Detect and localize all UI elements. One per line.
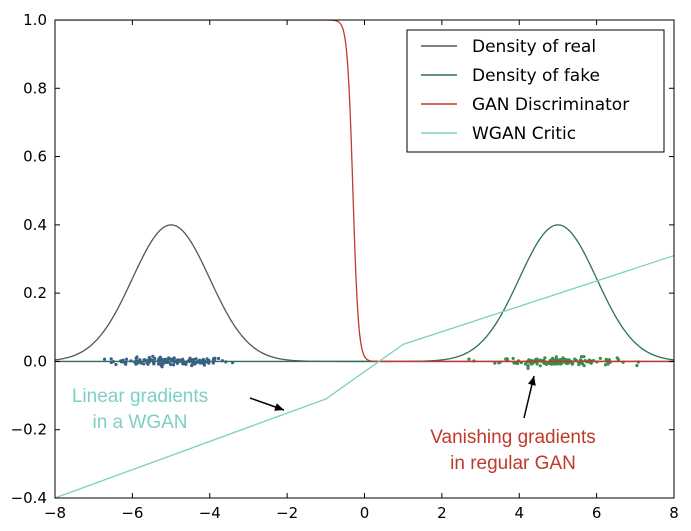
annotation-linear-gradients: in a WGAN xyxy=(92,412,187,433)
sample-point-fake xyxy=(535,357,539,361)
x-tick-label: 2 xyxy=(437,504,447,522)
sample-point-fake xyxy=(579,355,583,359)
sample-point-real xyxy=(147,355,151,360)
sample-point-fake xyxy=(573,357,577,361)
sample-point-real xyxy=(124,362,128,366)
sample-point-real xyxy=(142,358,146,362)
y-tick-label: 0.4 xyxy=(23,216,47,234)
x-tick-label: 8 xyxy=(669,504,679,522)
sample-point-fake xyxy=(598,356,602,360)
x-tick-label: −6 xyxy=(121,504,143,522)
x-tick-label: 4 xyxy=(514,504,524,522)
sample-point-real xyxy=(151,354,155,358)
annotation-vanishing-gradients: Vanishing gradients xyxy=(430,427,595,448)
sample-point-real xyxy=(169,362,173,367)
y-tick-label: 0.0 xyxy=(23,352,47,370)
sample-point-real xyxy=(182,361,187,365)
x-tick-label: −2 xyxy=(276,504,298,522)
sample-point-fake xyxy=(493,361,497,365)
sample-point-real xyxy=(124,357,129,361)
sample-point-real xyxy=(136,361,140,365)
y-tick-label: 1.0 xyxy=(23,11,47,29)
sample-point-real xyxy=(161,362,165,366)
sample-point-fake xyxy=(603,363,608,367)
sample-point-fake xyxy=(561,356,565,360)
annotation-linear-gradients: Linear gradients xyxy=(72,386,208,407)
sample-point-fake xyxy=(571,361,575,365)
sample-point-real xyxy=(190,362,195,366)
sample-point-fake xyxy=(511,356,515,361)
x-tick-label: −4 xyxy=(199,504,221,522)
sample-point-fake xyxy=(523,362,528,366)
sample-point-fake xyxy=(543,356,547,360)
sample-point-real xyxy=(213,356,217,360)
x-tick-label: 6 xyxy=(592,504,602,522)
sample-point-fake xyxy=(607,358,611,362)
sample-point-fake xyxy=(635,363,639,368)
annotation-arrowhead xyxy=(274,403,284,411)
sample-point-fake xyxy=(567,358,571,362)
sample-point-fake xyxy=(558,362,562,366)
annotation-vanishing-gradients: in regular GAN xyxy=(450,453,576,474)
sample-point-fake xyxy=(553,358,558,362)
axes: −8 −6 −4 −2 0 2 4 6 8 −0.4 −0.2 0.0 0.2 0.4 0.6 0.8 1.0 xyxy=(11,11,679,522)
y-tick-label: −0.2 xyxy=(11,421,47,439)
sample-point-fake xyxy=(615,356,619,360)
sample-point-real xyxy=(166,357,170,362)
sample-point-real xyxy=(156,362,161,366)
sample-point-real xyxy=(102,357,107,361)
sample-point-fake xyxy=(467,357,471,361)
annotation-arrowhead xyxy=(528,376,536,386)
y-tick-label: 0.2 xyxy=(23,284,47,302)
plot-area xyxy=(55,20,674,498)
annotations: Linear gradients in a WGAN Vanishing gradi… xyxy=(72,375,596,474)
sample-point-real xyxy=(135,355,139,359)
sample-point-fake xyxy=(538,364,542,368)
sample-point-real xyxy=(171,363,176,367)
sample-point-fake xyxy=(542,361,547,366)
density-real-line xyxy=(55,224,674,363)
legend: Density of real Density of fake GAN Discri… xyxy=(406,29,665,153)
legend-label: WGAN Critic xyxy=(472,124,576,144)
y-tick-label: 0.6 xyxy=(23,148,47,166)
legend-label: Density of real xyxy=(472,37,596,57)
legend-label: GAN Discriminator xyxy=(472,95,629,115)
legend-box xyxy=(406,29,665,153)
sample-point-real xyxy=(171,356,176,361)
y-tick-label: −0.4 xyxy=(11,489,47,507)
sample-point-fake xyxy=(581,362,585,366)
sample-point-fake xyxy=(505,357,509,361)
sample-point-fake xyxy=(558,357,562,362)
sample-point-real xyxy=(216,356,221,361)
wgan-critic-line xyxy=(55,254,674,498)
sample-point-real xyxy=(142,362,146,366)
x-tick-label: −8 xyxy=(44,504,66,522)
sample-point-fake xyxy=(554,362,559,366)
sample-point-fake xyxy=(550,361,554,365)
sample-point-real xyxy=(114,362,118,367)
sample-point-real xyxy=(158,357,162,361)
density-fake-line xyxy=(55,224,674,363)
sample-point-real xyxy=(139,361,143,365)
legend-label: Density of fake xyxy=(472,66,600,86)
sample-point-fake xyxy=(554,355,558,359)
x-tick-label: 0 xyxy=(360,504,370,522)
y-tick-label: 0.8 xyxy=(23,79,47,97)
sample-point-fake xyxy=(550,356,555,360)
sample-point-fake xyxy=(526,366,530,370)
sample-point-real xyxy=(163,357,167,361)
sample-point-fake xyxy=(582,355,586,359)
gan-discriminator-line xyxy=(55,20,674,363)
sample-point-real xyxy=(109,357,113,361)
